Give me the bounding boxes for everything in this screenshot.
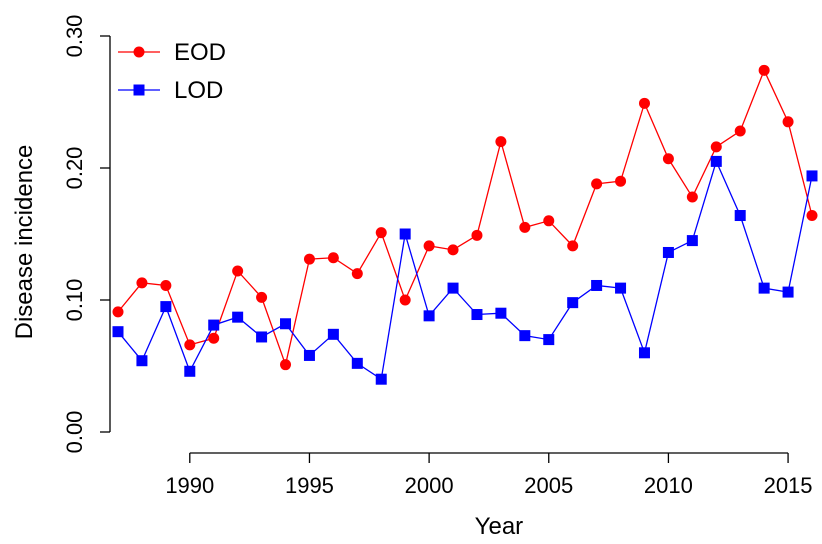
data-point-lod bbox=[686, 235, 698, 247]
data-point-eod bbox=[112, 306, 124, 318]
data-point-lod bbox=[806, 170, 818, 182]
data-point-eod bbox=[447, 244, 459, 256]
legend-label-lod: LOD bbox=[174, 77, 223, 104]
data-point-eod bbox=[280, 359, 292, 371]
data-point-lod bbox=[208, 319, 220, 331]
series-line-lod bbox=[117, 159, 813, 381]
x-axis-title: Year bbox=[475, 513, 524, 540]
data-point-lod bbox=[280, 318, 292, 330]
data-point-lod bbox=[303, 349, 315, 361]
legend: EOD LOD bbox=[118, 39, 226, 104]
legend-marker-lod bbox=[133, 84, 145, 96]
y-tick-label: 0.10 bbox=[62, 279, 87, 322]
data-point-lod bbox=[112, 326, 124, 338]
data-point-eod bbox=[519, 221, 531, 233]
data-point-lod bbox=[232, 311, 244, 323]
x-tick-label: 1995 bbox=[285, 473, 334, 498]
data-point-eod bbox=[806, 210, 818, 222]
data-point-lod bbox=[758, 282, 770, 294]
data-point-lod bbox=[256, 331, 268, 343]
legend-marker-eod bbox=[133, 46, 145, 58]
data-point-lod bbox=[327, 328, 339, 340]
x-tick-label: 2000 bbox=[405, 473, 454, 498]
data-point-eod bbox=[256, 291, 268, 303]
data-point-eod bbox=[567, 240, 579, 252]
data-point-lod bbox=[184, 365, 196, 377]
data-point-lod bbox=[662, 246, 674, 258]
data-point-lod bbox=[160, 301, 172, 313]
data-point-lod bbox=[543, 334, 555, 346]
data-point-eod bbox=[423, 240, 435, 252]
y-axis-title: Disease incidence bbox=[11, 145, 38, 340]
data-point-eod bbox=[662, 153, 674, 165]
data-point-eod bbox=[375, 227, 387, 239]
y-tick-label: 0.20 bbox=[62, 147, 87, 190]
data-point-lod bbox=[495, 307, 507, 319]
data-point-eod bbox=[734, 125, 746, 137]
data-point-eod bbox=[136, 277, 148, 289]
data-point-eod bbox=[543, 215, 555, 227]
data-point-lod bbox=[567, 297, 579, 309]
x-tick-label: 2015 bbox=[764, 473, 813, 498]
data-point-eod bbox=[351, 268, 363, 280]
series-line-eod bbox=[117, 68, 813, 368]
data-point-eod bbox=[782, 116, 794, 128]
data-point-lod bbox=[399, 228, 411, 240]
data-point-eod bbox=[232, 265, 244, 277]
data-point-lod bbox=[136, 355, 148, 367]
data-point-lod bbox=[423, 310, 435, 322]
data-point-eod bbox=[710, 141, 722, 153]
data-point-lod bbox=[351, 357, 363, 369]
data-point-lod bbox=[519, 330, 531, 342]
data-point-lod bbox=[615, 282, 627, 294]
data-point-lod bbox=[471, 309, 483, 321]
legend-label-eod: EOD bbox=[174, 39, 226, 66]
y-tick-label: 0.30 bbox=[62, 15, 87, 58]
data-point-lod bbox=[710, 155, 722, 167]
data-point-eod bbox=[184, 339, 196, 351]
series-markers bbox=[112, 64, 818, 385]
data-point-eod bbox=[208, 332, 220, 344]
data-point-lod bbox=[375, 373, 387, 385]
axes: 1990 1995 2000 2005 2010 2015 0.00 0.10 0.20 0.30 bbox=[62, 15, 813, 498]
x-tick-label: 2010 bbox=[644, 473, 693, 498]
series-lines bbox=[117, 68, 813, 381]
data-point-lod bbox=[638, 347, 650, 359]
data-point-eod bbox=[495, 136, 507, 148]
data-point-eod bbox=[591, 178, 603, 190]
y-tick-label: 0.00 bbox=[62, 411, 87, 454]
data-point-lod bbox=[782, 286, 794, 298]
x-tick-label: 2005 bbox=[524, 473, 573, 498]
data-point-lod bbox=[734, 210, 746, 222]
data-point-eod bbox=[160, 279, 172, 291]
data-point-eod bbox=[471, 229, 483, 241]
data-point-eod bbox=[758, 64, 770, 76]
data-point-eod bbox=[686, 191, 698, 203]
data-point-eod bbox=[615, 175, 627, 187]
data-point-eod bbox=[303, 253, 315, 265]
data-point-lod bbox=[447, 282, 459, 294]
data-point-eod bbox=[327, 252, 339, 264]
x-tick-label: 1990 bbox=[165, 473, 214, 498]
data-point-lod bbox=[591, 279, 603, 291]
data-point-eod bbox=[638, 97, 650, 109]
data-point-eod bbox=[399, 294, 411, 306]
